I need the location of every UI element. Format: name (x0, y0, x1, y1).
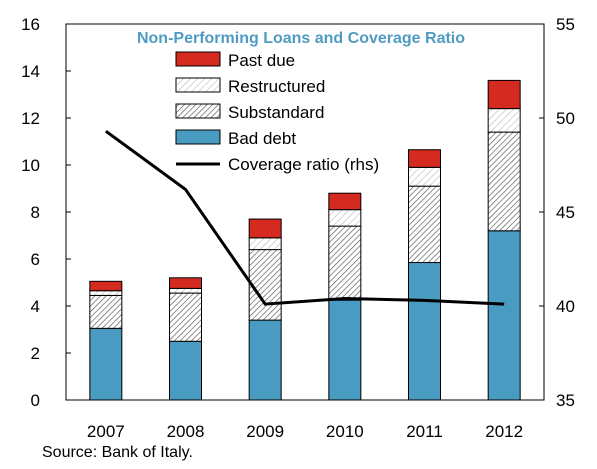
bar-substandard-2009 (248, 249, 282, 321)
bar-bad-debt-2011 (408, 262, 441, 401)
legend-label: Substandard (228, 103, 324, 122)
bar-bad-debt-2007 (89, 327, 123, 401)
bar-substandard-2008 (169, 292, 202, 342)
y-left-tick-label: 14 (21, 62, 40, 81)
y-right-tick-label: 55 (556, 15, 575, 34)
bar-bad-debt-2009 (248, 319, 282, 401)
x-tick-label: 2010 (326, 422, 364, 441)
x-tick-label: 2007 (87, 422, 125, 441)
y-right-tick-label: 40 (556, 297, 575, 316)
bar-substandard-2012 (487, 131, 521, 232)
bar-substandard-2011 (408, 185, 441, 264)
legend-swatch-substandard (175, 103, 221, 119)
bar-substandard-2010 (328, 225, 362, 301)
bars (89, 79, 521, 401)
legend-label: Past due (228, 51, 295, 70)
bar-past-due-2008 (169, 277, 202, 289)
x-tick-label: 2012 (485, 422, 523, 441)
legend-swatch-bad-debt (175, 129, 221, 145)
y-right-tick-label: 45 (556, 203, 575, 222)
chart-title: Non-Performing Loans and Coverage Ratio (137, 30, 465, 47)
legend-swatch-restructured (175, 77, 221, 93)
legend-label: Bad debt (228, 129, 296, 148)
bar-bad-debt-2010 (328, 299, 362, 401)
y-axis-left: 0 2 4 6 8 10 12 14 16 (21, 15, 71, 410)
y-right-tick-label: 50 (556, 109, 575, 128)
bar-restructured-2007 (89, 290, 123, 296)
y-left-tick-label: 6 (31, 250, 40, 269)
y-left-tick-label: 2 (31, 344, 40, 363)
legend-swatch-past-due (175, 51, 221, 67)
y-axis-right: 35 40 45 50 55 (539, 15, 575, 410)
bar-past-due-2011 (408, 149, 441, 168)
x-axis: 2007 2008 2009 2010 2011 2012 (87, 422, 523, 441)
bar-past-due-2007 (89, 280, 123, 292)
y-left-tick-label: 16 (21, 15, 40, 34)
bar-substandard-2007 (89, 294, 123, 329)
bar-past-due-2009 (248, 218, 282, 239)
bar-restructured-2010 (328, 209, 362, 227)
bar-bad-debt-2012 (487, 230, 521, 401)
y-left-tick-label: 0 (31, 391, 40, 410)
y-left-tick-label: 10 (21, 156, 40, 175)
legend: Past due Restructured Substandard Bad debt C… (175, 51, 379, 174)
source-note: Source: Bank of Italy. (42, 444, 193, 461)
legend-label: Coverage ratio (rhs) (228, 155, 379, 174)
bar-restructured-2011 (408, 166, 441, 187)
bar-restructured-2009 (248, 237, 282, 251)
bar-past-due-2010 (328, 192, 362, 211)
bar-restructured-2012 (487, 108, 521, 133)
coverage-ratio-line (104, 129, 505, 306)
legend-label: Restructured (228, 77, 325, 96)
x-tick-label: 2011 (406, 422, 443, 441)
x-tick-label: 2008 (167, 422, 205, 441)
y-left-tick-label: 8 (31, 203, 40, 222)
y-left-tick-label: 12 (21, 109, 40, 128)
coverage-line (104, 129, 505, 306)
y-right-tick-label: 35 (556, 391, 575, 410)
bar-bad-debt-2008 (169, 340, 202, 401)
bar-restructured-2008 (169, 287, 202, 294)
bar-past-due-2012 (487, 79, 521, 110)
x-tick-label: 2009 (246, 422, 284, 441)
y-left-tick-label: 4 (31, 297, 40, 316)
